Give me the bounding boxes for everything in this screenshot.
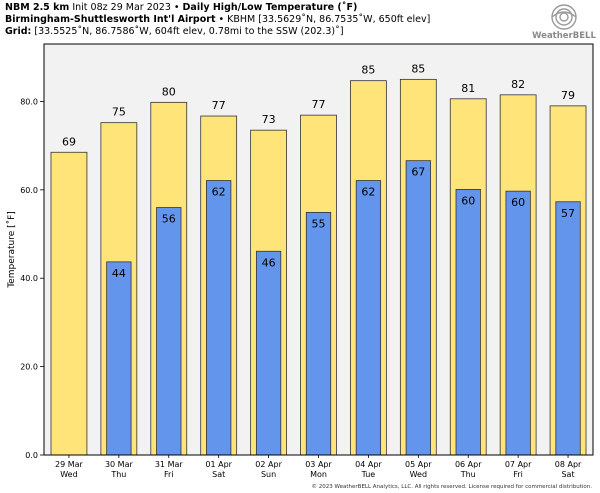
x-tick-label-date: 08 Apr — [555, 460, 582, 469]
high-temp-label: 77 — [212, 99, 226, 112]
low-temp-bar — [305, 211, 332, 456]
grid-label: Grid: — [5, 26, 32, 37]
low-temp-label: 57 — [561, 207, 575, 220]
x-tick-label-weekday: Mon — [310, 470, 327, 479]
y-tick-label: 0.0 — [25, 451, 38, 460]
low-temp-bar — [405, 160, 431, 456]
high-temp-label: 81 — [461, 82, 475, 95]
x-tick-label-date: 03 Apr — [305, 460, 332, 469]
high-temp-label: 79 — [561, 89, 575, 102]
low-temp-bar — [455, 188, 481, 456]
low-temp-label: 60 — [461, 194, 475, 207]
low-temp-bars — [106, 160, 581, 456]
y-tick-label: 80.0 — [20, 97, 38, 106]
copyright-notice: © 2023 WeatherBELL Analytics, LLC. All r… — [311, 484, 592, 490]
x-tick-label-weekday: Sat — [561, 470, 574, 479]
x-tick-label-date: 02 Apr — [255, 460, 282, 469]
low-temp-bar — [355, 180, 382, 456]
low-temp-bar — [505, 190, 531, 456]
x-tick-label-date: 07 Apr — [505, 460, 532, 469]
high-temp-label: 69 — [62, 135, 76, 148]
low-temp-label: 55 — [312, 217, 326, 230]
x-tick-label-weekday: Thu — [460, 470, 476, 479]
low-temp-label: 60 — [511, 196, 525, 209]
x-tick-label-date: 01 Apr — [205, 460, 232, 469]
weatherbell-logo: WeatherBELL — [532, 4, 596, 41]
y-tick-label: 60.0 — [20, 186, 38, 195]
high-temp-label: 75 — [112, 106, 126, 119]
x-tick-label-date: 29 Mar — [55, 460, 84, 469]
y-axis: 0.0 20.0 40.0 60.0 80.0 — [20, 97, 44, 460]
separator: • — [173, 2, 180, 13]
x-tick-label-weekday: Wed — [410, 470, 427, 479]
swirl-logo-icon — [551, 4, 577, 30]
low-temp-label: 56 — [162, 213, 176, 226]
low-temp-bar — [206, 180, 232, 456]
header-line-1: NBM 2.5 km Init 08z 29 Mar 2023 • Daily … — [5, 2, 525, 14]
chart-header: NBM 2.5 km Init 08z 29 Mar 2023 • Daily … — [5, 2, 525, 38]
header-line-2: Birmingham-Shuttlesworth Int'l Airport •… — [5, 14, 525, 26]
x-tick-label-weekday: Fri — [164, 470, 174, 479]
grid-detail: [33.5525˚N, 86.7586˚W, 604ft elev, 0.78m… — [34, 26, 344, 37]
x-tick-label-weekday: Fri — [513, 470, 523, 479]
x-tick-label-date: 30 Mar — [105, 460, 134, 469]
header-line-3: Grid: [33.5525˚N, 86.7586˚W, 604ft elev,… — [5, 26, 525, 38]
high-temp-label: 85 — [361, 64, 375, 77]
x-tick-label-weekday: Wed — [60, 470, 77, 479]
y-tick-label: 40.0 — [20, 274, 38, 283]
low-temp-bar — [106, 261, 132, 456]
high-temp-label: 80 — [162, 85, 176, 98]
separator: • — [218, 14, 225, 25]
high-temp-label: 82 — [511, 78, 525, 91]
init-time: Init 08z 29 Mar 2023 — [72, 2, 171, 13]
y-tick-label: 20.0 — [20, 363, 38, 372]
x-tick-label-weekday: Thu — [110, 470, 126, 479]
low-temp-label: 67 — [411, 166, 425, 179]
low-temp-label: 44 — [112, 267, 126, 280]
station-detail: KBHM [33.5629˚N, 86.7535˚W, 650ft elev] — [227, 14, 431, 25]
x-tick-label-weekday: Sun — [261, 470, 276, 479]
x-tick-label-date: 04 Apr — [355, 460, 382, 469]
low-temp-label: 62 — [212, 186, 226, 199]
high-temp-label: 85 — [411, 62, 425, 75]
low-temp-labels: 44 56 62 46 55 62 67 60 60 57 — [112, 166, 575, 280]
station-name: Birmingham-Shuttlesworth Int'l Airport — [5, 14, 216, 25]
high-temp-label: 73 — [262, 113, 276, 126]
model-name: NBM 2.5 km — [5, 2, 70, 13]
high-temp-bar — [50, 151, 88, 456]
low-temp-bar — [255, 250, 282, 456]
high-temp-labels: 69 75 80 77 73 77 85 85 81 82 79 — [62, 62, 575, 148]
x-tick-label-date: 05 Apr — [405, 460, 432, 469]
x-tick-label-weekday: Tue — [361, 470, 376, 479]
low-temp-label: 62 — [361, 186, 375, 199]
chart-title: Daily High/Low Temperature (˚F) — [182, 2, 358, 13]
low-temp-label: 46 — [262, 256, 276, 269]
low-temp-bar — [156, 207, 182, 456]
x-tick-label-weekday: Sat — [212, 470, 225, 479]
x-tick-label-date: 06 Apr — [455, 460, 482, 469]
x-tick-label-date: 31 Mar — [155, 460, 184, 469]
high-temp-label: 77 — [312, 98, 326, 111]
low-temp-bar — [555, 201, 581, 456]
logo-text: WeatherBELL — [532, 31, 596, 41]
y-axis-label: Temperature [˚F] — [6, 211, 17, 289]
